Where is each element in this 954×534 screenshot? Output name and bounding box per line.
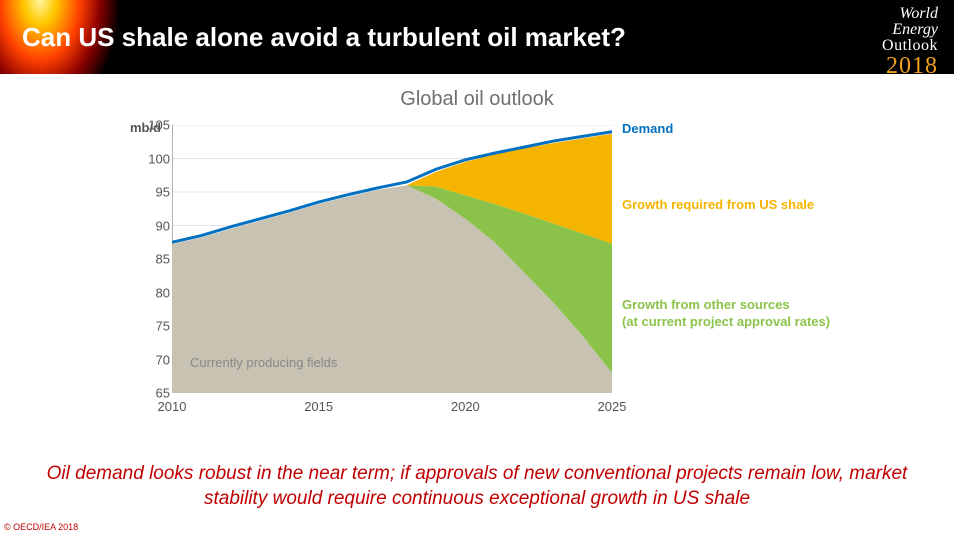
y-tick-label: 70 [130, 352, 170, 367]
slide-title: Can US shale alone avoid a turbulent oil… [22, 22, 626, 53]
y-tick-label: 95 [130, 185, 170, 200]
other-sources-label-l2: (at current project approval rates) [622, 314, 830, 329]
logo-line2: Energy [882, 22, 938, 38]
y-tick-label: 90 [130, 218, 170, 233]
chart-title: Global oil outlook [0, 88, 954, 111]
y-tick-label: 105 [130, 118, 170, 133]
chart-container: mb/d 65707580859095100105 20102015202020… [100, 117, 850, 432]
y-tick-label: 80 [130, 285, 170, 300]
y-tick-label: 85 [130, 252, 170, 267]
y-tick-label: 75 [130, 319, 170, 334]
demand-label: Demand [622, 121, 673, 138]
logo-year: 2018 [882, 54, 938, 78]
us-shale-label: Growth required from US shale [622, 197, 814, 214]
x-tick-label: 2020 [451, 399, 480, 414]
x-tick-label: 2010 [158, 399, 187, 414]
x-tick-label: 2015 [304, 399, 333, 414]
y-tick-label: 100 [130, 151, 170, 166]
copyright-text: © OECD/IEA 2018 [4, 522, 78, 532]
other-sources-label-l1: Growth from other sources [622, 297, 790, 312]
other-sources-label: Growth from other sources (at current pr… [622, 297, 830, 331]
producing-fields-label: Currently producing fields [190, 355, 337, 370]
x-tick-label: 2025 [598, 399, 627, 414]
header-bar: Can US shale alone avoid a turbulent oil… [0, 0, 954, 74]
weo-logo: World Energy Outlook 2018 [882, 6, 938, 78]
caption-text: Oil demand looks robust in the near term… [0, 461, 954, 512]
logo-line1: World [882, 6, 938, 22]
plot-svg [172, 125, 612, 393]
logo-line3: Outlook [882, 38, 938, 54]
